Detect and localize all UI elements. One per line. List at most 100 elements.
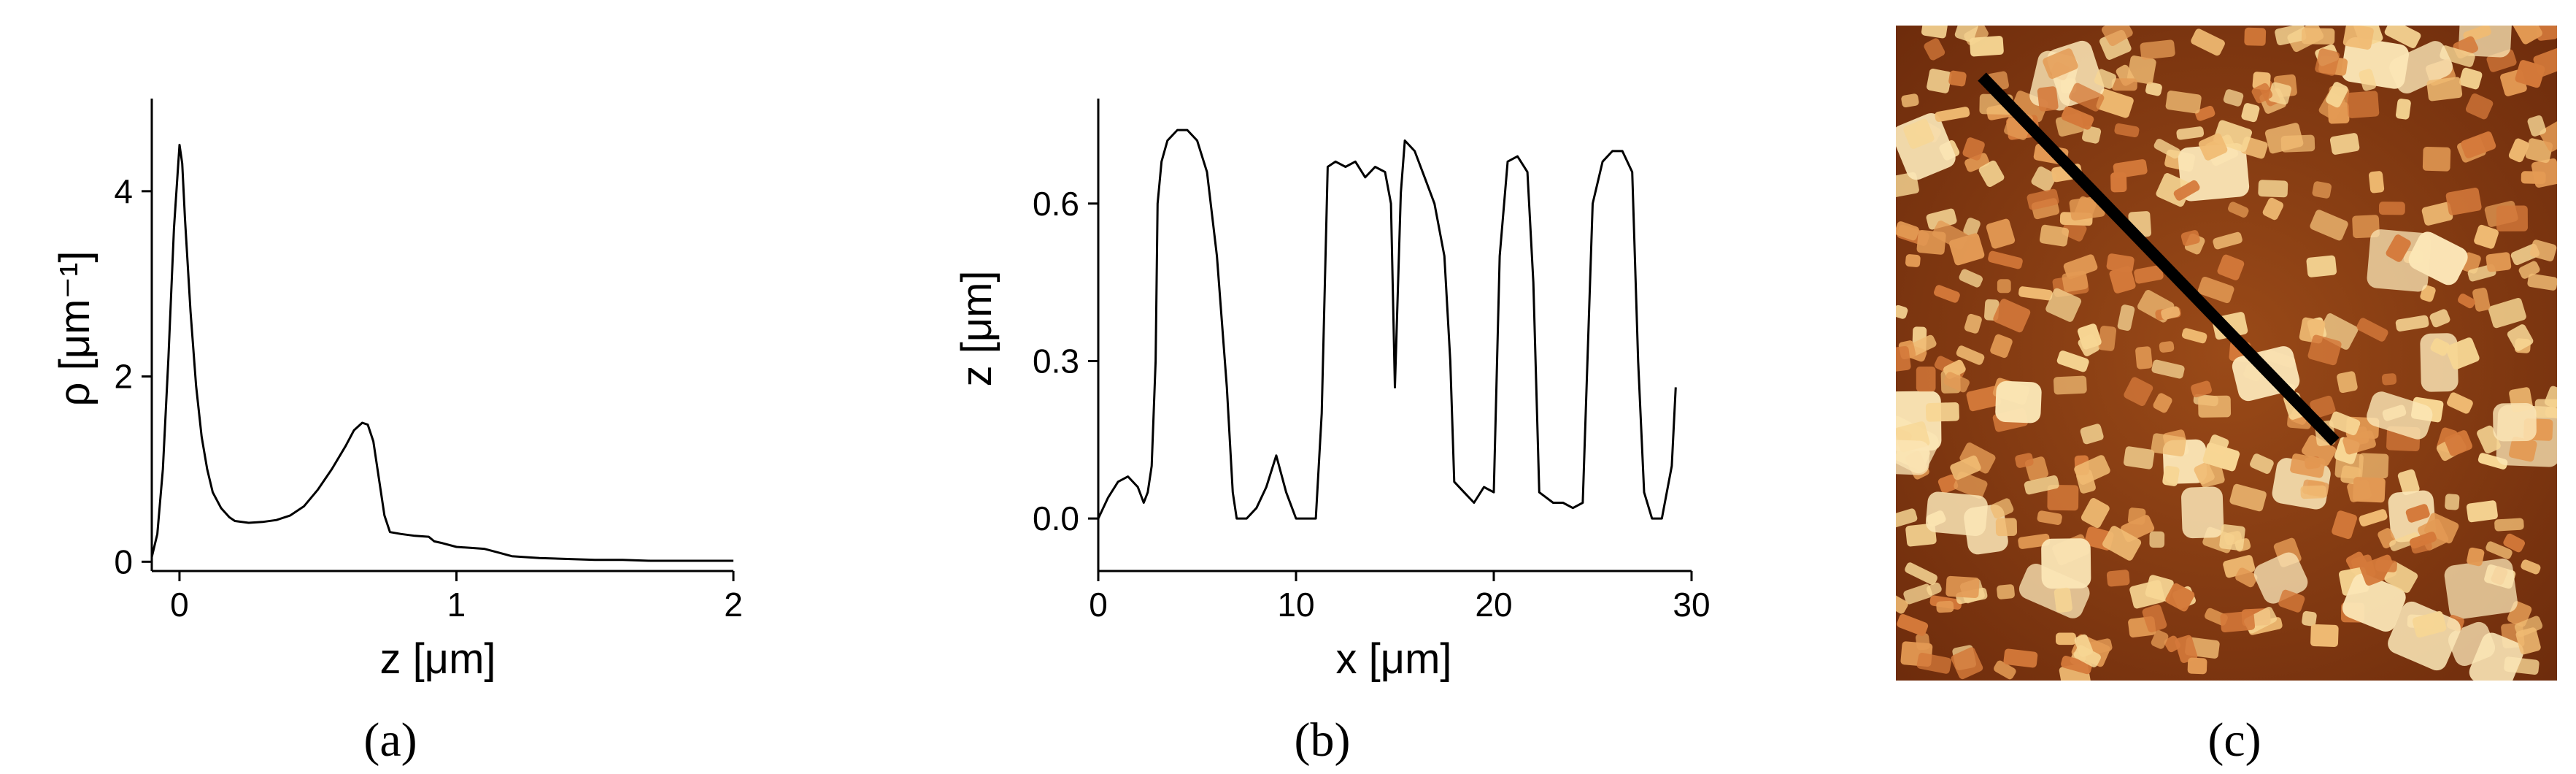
afm-particle <box>1903 118 1935 149</box>
afm-particle <box>2381 373 2397 386</box>
afm-particle <box>2368 171 2385 194</box>
panel-a-x-axis-label: z [μm] <box>379 635 495 683</box>
afm-particle <box>1925 402 1959 422</box>
afm-particle <box>2359 69 2377 91</box>
afm-particle <box>2378 202 2405 215</box>
afm-particle <box>2194 462 2215 485</box>
afm-particle <box>2352 215 2380 239</box>
panel-b-chart: 0 10 20 30 0.0 0.3 0.6 x [μm] z [μm] (b) <box>953 99 1711 767</box>
afm-particle <box>2494 518 2524 532</box>
afm-particle <box>2310 624 2339 647</box>
afm-particle <box>2461 131 2496 158</box>
afm-particle <box>2469 632 2524 681</box>
afm-particle <box>2024 475 2059 495</box>
afm-particle <box>2073 645 2101 667</box>
afm-particle <box>2080 424 2104 445</box>
afm-particle <box>1916 367 1936 392</box>
afm-particle <box>2101 26 2133 47</box>
afm-particle <box>2508 437 2537 462</box>
afm-particle <box>2086 638 2113 655</box>
afm-particle <box>1916 230 1946 255</box>
panel-b-x-tick-label-3: 30 <box>1673 586 1710 624</box>
afm-particle <box>2110 172 2127 193</box>
afm-particle <box>2082 126 2102 144</box>
afm-particle <box>2227 202 2249 218</box>
afm-particle <box>2290 453 2326 478</box>
afm-particle <box>2529 240 2557 261</box>
afm-particle <box>1926 208 1957 230</box>
afm-particle <box>2181 328 2207 344</box>
afm-particle <box>2405 504 2430 523</box>
afm-particle <box>2176 126 2205 140</box>
afm-particle <box>2191 380 2213 398</box>
afm-particle <box>1978 160 2005 188</box>
panel-b-ticks: 0 10 20 30 0.0 0.3 0.6 <box>1033 185 1711 624</box>
afm-particle <box>2054 587 2072 613</box>
afm-particle <box>2003 648 2038 668</box>
afm-particle <box>2114 123 2140 138</box>
afm-particle <box>2153 139 2180 159</box>
panel-a-label: (a) <box>363 713 417 767</box>
afm-particle <box>1964 313 1982 334</box>
panel-a-chart: 0 1 2 0 2 4 z [μm] ρ [μm⁻¹] (a) <box>51 99 743 767</box>
afm-particle <box>1927 69 1952 93</box>
afm-particle <box>2197 276 2234 304</box>
afm-particle <box>2315 48 2340 76</box>
afm-particle <box>2175 635 2198 663</box>
afm-particle <box>2278 589 2305 613</box>
afm-particle <box>2047 485 2079 511</box>
afm-particle <box>2161 306 2180 320</box>
afm-particle <box>2396 99 2411 120</box>
afm-particle <box>2540 119 2557 152</box>
afm-particle <box>2386 234 2411 262</box>
afm-particle <box>1995 518 2018 537</box>
afm-particle <box>2329 133 2360 155</box>
afm-particle <box>2496 205 2528 231</box>
afm-particle <box>2527 115 2547 137</box>
afm-particle <box>1966 386 2002 412</box>
afm-particle <box>2389 532 2420 551</box>
afm-particle <box>2533 46 2557 77</box>
afm-particle <box>2341 37 2409 89</box>
panel-b-y-tick-label-1: 0.3 <box>1033 342 1079 380</box>
afm-particle <box>2027 188 2059 210</box>
afm-particle <box>1905 254 1921 267</box>
afm-particle <box>2220 610 2256 633</box>
afm-particle <box>1959 442 1996 474</box>
afm-particle <box>1916 652 1952 674</box>
afm-particle <box>1997 279 2011 294</box>
afm-particle <box>2198 133 2228 161</box>
afm-particle <box>2503 533 2526 553</box>
panel-a-y-tick-label-1: 2 <box>114 358 133 396</box>
panel-a-ticks: 0 1 2 0 2 4 <box>114 172 742 624</box>
afm-particle <box>2207 434 2229 455</box>
afm-particle <box>2472 287 2491 312</box>
afm-particle <box>1903 583 1932 605</box>
afm-particle <box>2444 558 2518 620</box>
afm-particle <box>2465 93 2494 120</box>
afm-particle <box>2310 210 2348 241</box>
afm-particles <box>1896 26 2557 681</box>
afm-particle <box>1990 498 2014 519</box>
afm-particle <box>2127 507 2146 525</box>
afm-particle <box>2445 337 2480 370</box>
panel-b-x-tick-label-1: 10 <box>1277 586 1314 624</box>
afm-particle <box>2162 465 2180 486</box>
afm-particle <box>1988 250 2023 269</box>
panel-a-x-tick-label-2: 2 <box>724 586 743 624</box>
afm-particle <box>1935 107 1970 123</box>
afm-particle <box>1948 70 1967 87</box>
afm-particle <box>2474 224 2499 249</box>
afm-particle <box>2507 324 2534 351</box>
afm-particle <box>2326 82 2348 108</box>
panel-a-y-axis-label: ρ [μm⁻¹] <box>51 251 99 407</box>
afm-particle <box>2353 477 2386 503</box>
afm-particle <box>2412 610 2447 638</box>
afm-particle <box>2077 323 2102 350</box>
afm-particle <box>1986 218 2016 249</box>
afm-particle <box>2275 26 2307 46</box>
afm-particle <box>1963 218 1981 237</box>
afm-particle <box>1905 562 1938 585</box>
panel-b-x-tick-label-2: 20 <box>1475 586 1512 624</box>
afm-particle <box>1921 26 1948 39</box>
